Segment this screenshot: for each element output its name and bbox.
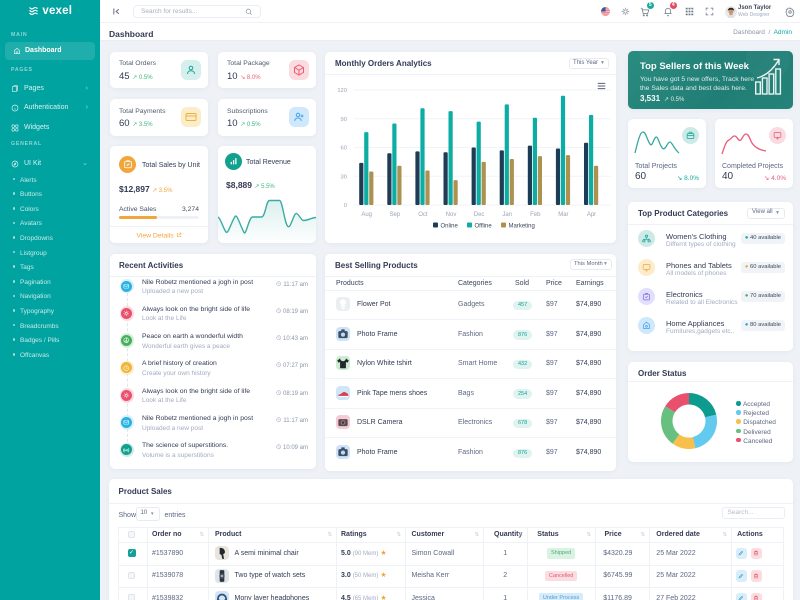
svg-text:Jan: Jan — [502, 212, 512, 218]
svg-text:Nov: Nov — [446, 212, 457, 218]
svg-text:60: 60 — [341, 146, 347, 152]
svg-text:120: 120 — [337, 88, 347, 94]
svg-text:Feb: Feb — [530, 212, 541, 218]
svg-text:Apr: Apr — [587, 212, 596, 218]
svg-text:Mar: Mar — [558, 212, 568, 218]
svg-text:Sep: Sep — [389, 212, 400, 218]
svg-text:Marketing: Marketing — [509, 224, 535, 230]
svg-text:Dec: Dec — [474, 212, 485, 218]
svg-text:90: 90 — [341, 117, 347, 123]
svg-text:Online: Online — [441, 224, 459, 230]
svg-text:Aug: Aug — [361, 212, 372, 218]
svg-text:30: 30 — [341, 174, 347, 180]
svg-text:Oct: Oct — [418, 212, 428, 218]
svg-text:0: 0 — [344, 203, 347, 209]
svg-text:Offline: Offline — [475, 224, 493, 230]
